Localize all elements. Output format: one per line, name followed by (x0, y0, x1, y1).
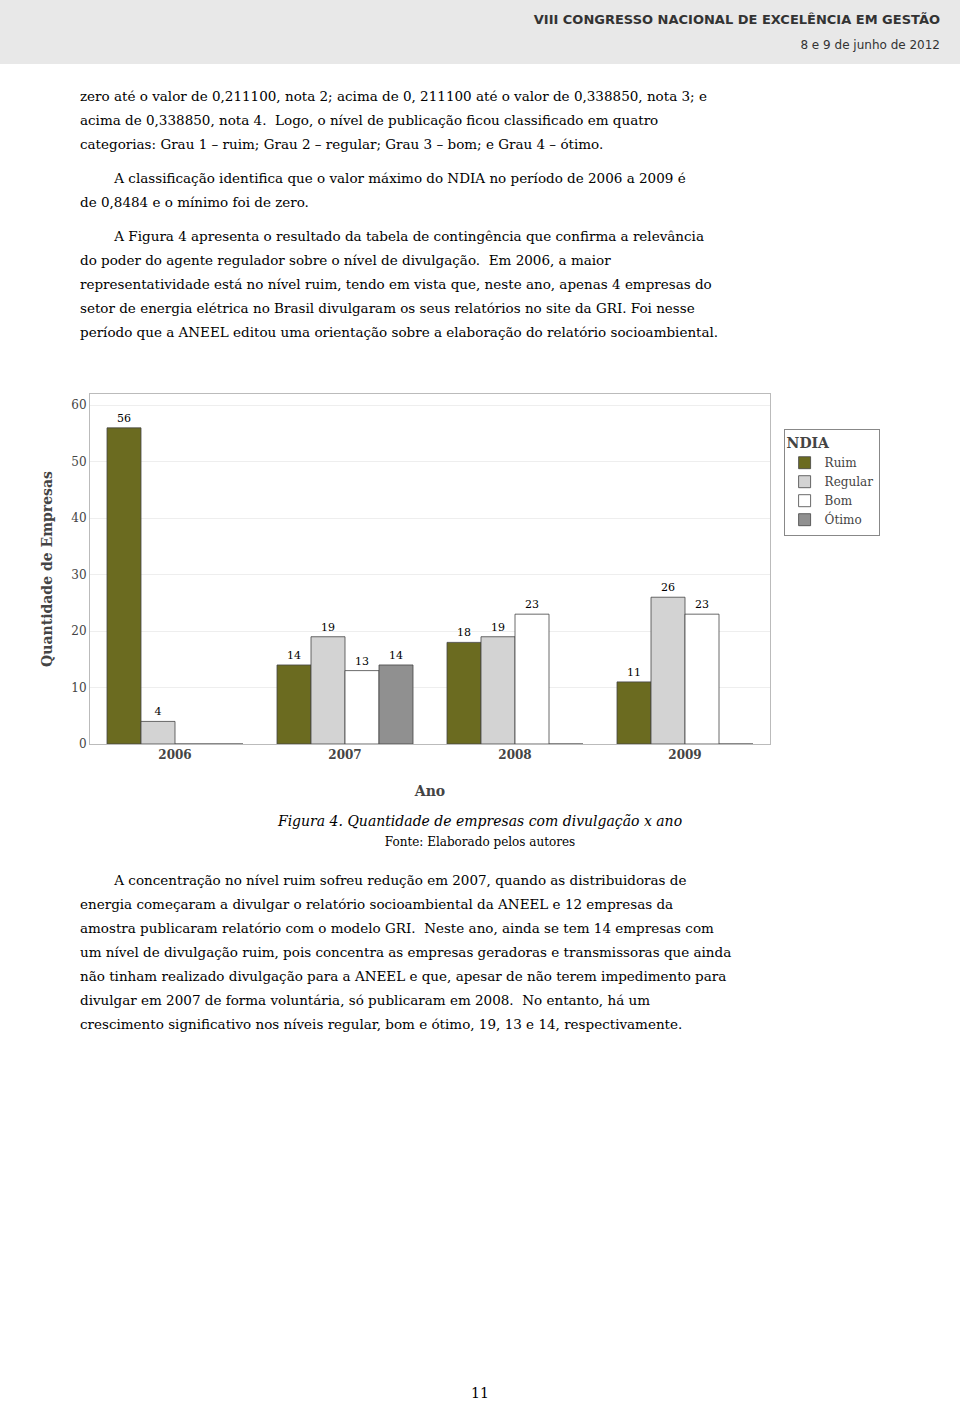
html-text:11: 11 (471, 1385, 489, 1401)
html-text:amostra publicaram relatório c: amostra publicaram relatório com o model… (80, 920, 714, 936)
svg-text:2007: 2007 (328, 748, 361, 762)
svg-text:Regular: Regular (825, 475, 874, 489)
html-text:energia começaram a divulgar o: energia começaram a divulgar o relatório… (80, 896, 674, 912)
svg-text:14: 14 (287, 649, 301, 662)
html-text:A Figura 4 apresenta o resulta: A Figura 4 apresenta o resultado da tabe… (80, 228, 704, 244)
html-text:categorias: Grau 1 – ruim; Gra: categorias: Grau 1 – ruim; Grau 2 – regu… (80, 136, 604, 152)
svg-text:50: 50 (71, 455, 86, 469)
html-text:não tinham realizado divulgaçã: não tinham realizado divulgação para a A… (80, 968, 727, 984)
svg-text:20: 20 (71, 624, 86, 638)
svg-text:26: 26 (661, 581, 675, 594)
html-text:de 0,8484 e o mínimo foi de ze: de 0,8484 e o mínimo foi de zero. (80, 194, 309, 210)
svg-text:13: 13 (355, 655, 369, 668)
svg-text:2009: 2009 (668, 748, 701, 762)
html-text:A concentração no nível ruim s: A concentração no nível ruim sofreu redu… (80, 872, 687, 888)
svg-text:40: 40 (71, 511, 86, 525)
html-text:setor de energia elétrica no B: setor de energia elétrica no Brasil divu… (80, 300, 695, 316)
svg-text:23: 23 (525, 598, 539, 611)
html-text:Figura 4. Quantidade de empres: Figura 4. Quantidade de empresas com div… (277, 813, 683, 829)
html-text:crescimento significativo nos: crescimento significativo nos níveis reg… (80, 1016, 683, 1032)
html-text:do poder do agente regulador s: do poder do agente regulador sobre o nív… (80, 252, 611, 268)
svg-text:19: 19 (491, 621, 505, 634)
svg-text:NDIA: NDIA (787, 435, 830, 451)
html-text:período que a ANEEL editou uma: período que a ANEEL editou uma orientaçã… (80, 324, 719, 340)
svg-text:Ano: Ano (414, 783, 445, 799)
svg-text:Quantidade de Empresas: Quantidade de Empresas (39, 471, 55, 667)
svg-text:60: 60 (71, 398, 86, 412)
svg-text:Bom: Bom (825, 494, 853, 508)
html-text:divulgar em 2007 de forma volu: divulgar em 2007 de forma voluntária, só… (80, 992, 650, 1008)
svg-text:0: 0 (79, 737, 87, 751)
svg-text:4: 4 (155, 705, 162, 718)
svg-text:2006: 2006 (158, 748, 191, 762)
svg-text:23: 23 (695, 598, 709, 611)
svg-text:30: 30 (71, 568, 86, 582)
svg-text:Ruim: Ruim (825, 456, 858, 470)
svg-text:18: 18 (457, 626, 471, 639)
html-text:zero até o valor de 0,211100,: zero até o valor de 0,211100, nota 2; ac… (80, 88, 707, 104)
svg-text:2008: 2008 (498, 748, 531, 762)
svg-text:14: 14 (389, 649, 403, 662)
svg-text:56: 56 (117, 412, 131, 425)
svg-text:10: 10 (71, 681, 86, 695)
svg-text:11: 11 (627, 666, 641, 679)
html-text:VIII CONGRESSO NACIONAL DE EXC: VIII CONGRESSO NACIONAL DE EXCELÊNCIA EM… (533, 12, 940, 27)
svg-text:Ótimo: Ótimo (825, 511, 862, 527)
html-text:acima de 0,338850, nota 4. Log: acima de 0,338850, nota 4. Logo, o nível… (80, 112, 659, 128)
html-text:Fonte: Elaborado pelos autores: Fonte: Elaborado pelos autores (384, 835, 576, 849)
html-text:um nível de divulgação ruim, p: um nível de divulgação ruim, pois concen… (80, 944, 732, 960)
html-text:A classificação identifica que: A classificação identifica que o valor m… (80, 170, 686, 186)
svg-text:19: 19 (321, 621, 335, 634)
html-text:8 e 9 de junho de 2012: 8 e 9 de junho de 2012 (800, 38, 940, 52)
html-text:representatividade está no nív: representatividade está no nível ruim, t… (80, 276, 712, 292)
